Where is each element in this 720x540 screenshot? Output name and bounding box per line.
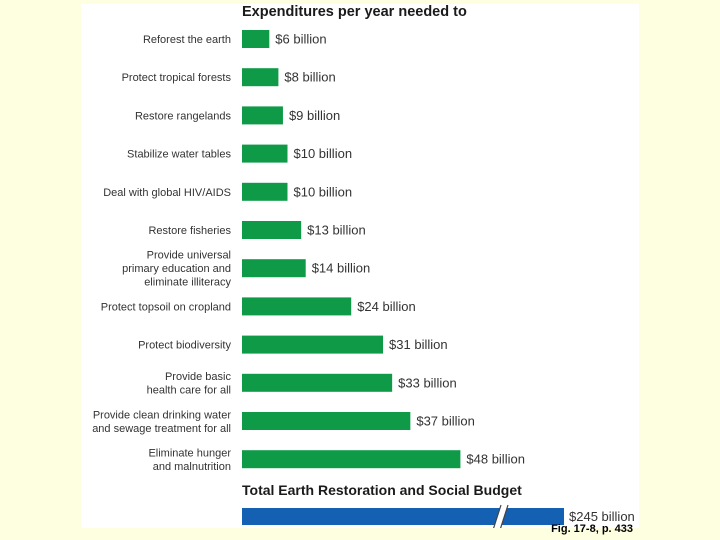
category-label-1: Reforest the earth: [143, 34, 231, 46]
bar-3: [242, 106, 283, 125]
value-label-10: $33 billion: [398, 375, 457, 390]
category-label-12-line-2: and malnutrition: [153, 461, 231, 473]
chart-title: Expenditures per year needed to: [242, 4, 467, 20]
category-label-10-line-2: health care for all: [147, 385, 231, 397]
category-label-7-line-2: primary education and: [122, 263, 231, 275]
bar-2: [242, 68, 279, 87]
axis-break-gap: [493, 505, 508, 528]
axis-break-mark-1: [493, 504, 502, 528]
total-budget-title: Total Earth Restoration and Social Budge…: [242, 482, 522, 498]
bar-8: [242, 297, 352, 316]
value-label-12: $48 billion: [466, 452, 525, 467]
category-label-7-line-3: eliminate illiteracy: [144, 277, 231, 289]
bar-4: [242, 144, 288, 163]
category-label-5: Deal with global HIV/AIDS: [103, 187, 231, 199]
value-label-4: $10 billion: [294, 146, 353, 161]
category-label-8: Protect topsoil on cropland: [101, 301, 231, 313]
bar-11: [242, 412, 411, 430]
figure-caption: Fig. 17-8, p. 433: [551, 523, 633, 535]
value-label-3: $9 billion: [289, 108, 340, 123]
bar-9: [242, 335, 384, 354]
value-label-8: $24 billion: [357, 299, 416, 314]
category-label-11-line-1: Provide clean drinking water: [93, 409, 232, 421]
chart-panel: Expenditures per year needed to $6 billi…: [81, 4, 639, 535]
value-label-7: $14 billion: [312, 261, 371, 276]
category-label-11-line-2: and sewage treatment for all: [92, 423, 231, 435]
value-label-5: $10 billion: [294, 184, 353, 199]
bar-6: [242, 221, 302, 239]
value-label-1: $6 billion: [275, 32, 326, 47]
category-label-3: Restore rangelands: [135, 110, 232, 122]
value-label-2: $8 billion: [284, 70, 335, 85]
category-label-4: Stabilize water tables: [127, 149, 231, 161]
category-label-10-line-1: Provide basic: [165, 371, 232, 383]
expenditure-bar-chart: Expenditures per year needed to $6 billi…: [92, 4, 635, 528]
bars-layer: $6 billion Reforest the earth $8 billion Pr…: [92, 30, 525, 473]
category-label-2: Protect tropical forests: [122, 72, 232, 84]
category-label-12-line-1: Eliminate hunger: [148, 447, 231, 459]
total-value-label: $245 billion: [569, 509, 635, 524]
value-label-9: $31 billion: [389, 337, 448, 352]
value-label-6: $13 billion: [307, 223, 366, 238]
category-label-9: Protect biodiversity: [138, 340, 231, 352]
bar-7: [242, 259, 306, 278]
total-layer: $245 billion: [242, 504, 635, 528]
bar-5: [242, 182, 288, 201]
bar-12: [242, 450, 461, 469]
category-label-7-line-1: Provide universal: [147, 250, 231, 262]
total-bar: [242, 508, 564, 525]
value-label-11: $37 billion: [416, 414, 475, 429]
axis-break-mark-2: [500, 504, 509, 528]
bar-10: [242, 373, 393, 392]
bar-1: [242, 30, 270, 48]
category-label-6: Restore fisheries: [148, 225, 231, 237]
